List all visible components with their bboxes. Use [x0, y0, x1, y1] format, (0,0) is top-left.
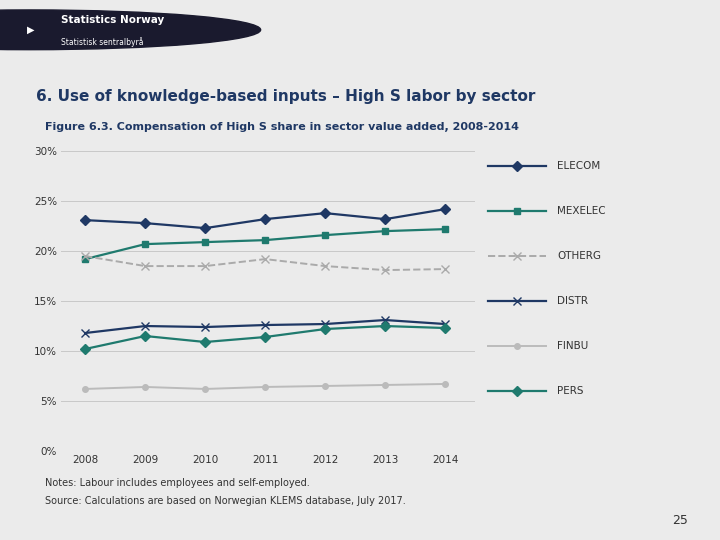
- Line: FINBU: FINBU: [82, 381, 448, 391]
- PERS: [201, 339, 210, 345]
- OTHERG: [261, 256, 269, 262]
- OTHERG: [201, 263, 210, 269]
- OTHERG: [441, 266, 449, 272]
- FINBU: [261, 384, 269, 390]
- Line: PERS: PERS: [82, 322, 449, 353]
- Line: MEXELEC: MEXELEC: [82, 226, 449, 262]
- PERS: [141, 333, 150, 339]
- Text: Statistics Norway: Statistics Norway: [61, 15, 164, 25]
- Text: 25: 25: [672, 514, 688, 526]
- Line: OTHERG: OTHERG: [81, 252, 449, 274]
- Text: DISTR: DISTR: [557, 296, 588, 306]
- OTHERG: [81, 253, 89, 259]
- MEXELEC: [261, 237, 269, 244]
- MEXELEC: [321, 232, 330, 238]
- FINBU: [321, 383, 330, 389]
- ELECOM: [261, 216, 269, 222]
- MEXELEC: [381, 228, 390, 234]
- Line: DISTR: DISTR: [81, 316, 449, 337]
- Circle shape: [0, 10, 261, 50]
- FINBU: [441, 381, 449, 387]
- MEXELEC: [441, 226, 449, 232]
- Text: 6. Use of knowledge-based inputs – High S labor by sector: 6. Use of knowledge-based inputs – High …: [36, 89, 536, 104]
- DISTR: [261, 322, 269, 328]
- Text: FINBU: FINBU: [557, 341, 589, 351]
- DISTR: [141, 323, 150, 329]
- MEXELEC: [141, 241, 150, 247]
- ELECOM: [201, 225, 210, 231]
- Text: OTHERG: OTHERG: [557, 251, 601, 261]
- ELECOM: [441, 206, 449, 212]
- DISTR: [441, 321, 449, 327]
- FINBU: [201, 386, 210, 392]
- PERS: [321, 326, 330, 332]
- FINBU: [81, 386, 89, 392]
- PERS: [441, 325, 449, 331]
- Text: Notes: Labour includes employees and self-employed.: Notes: Labour includes employees and sel…: [45, 478, 310, 488]
- ELECOM: [81, 217, 89, 224]
- DISTR: [201, 324, 210, 330]
- Text: PERS: PERS: [557, 386, 584, 396]
- Text: ▶: ▶: [27, 25, 34, 35]
- Text: Source: Calculations are based on Norwegian KLEMS database, July 2017.: Source: Calculations are based on Norweg…: [45, 496, 406, 506]
- OTHERG: [321, 263, 330, 269]
- MEXELEC: [81, 256, 89, 262]
- FINBU: [381, 382, 390, 388]
- ELECOM: [141, 220, 150, 226]
- ELECOM: [381, 216, 390, 222]
- ELECOM: [321, 210, 330, 217]
- Line: ELECOM: ELECOM: [82, 206, 449, 232]
- OTHERG: [381, 267, 390, 273]
- DISTR: [81, 330, 89, 336]
- DISTR: [321, 321, 330, 327]
- PERS: [261, 334, 269, 340]
- FINBU: [141, 384, 150, 390]
- PERS: [381, 323, 390, 329]
- DISTR: [381, 317, 390, 323]
- Text: MEXELEC: MEXELEC: [557, 206, 606, 216]
- Text: ELECOM: ELECOM: [557, 161, 600, 171]
- Text: Statistisk sentralbyrå: Statistisk sentralbyrå: [61, 37, 144, 47]
- PERS: [81, 346, 89, 352]
- MEXELEC: [201, 239, 210, 245]
- Text: Figure 6.3. Compensation of High S share in sector value added, 2008-2014: Figure 6.3. Compensation of High S share…: [45, 122, 519, 132]
- OTHERG: [141, 263, 150, 269]
